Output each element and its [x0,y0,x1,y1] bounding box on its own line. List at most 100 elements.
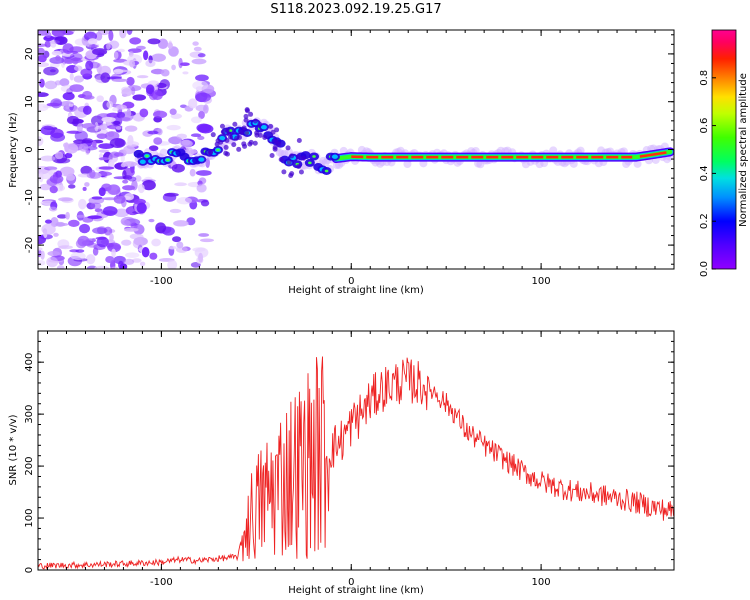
ridge-spread [243,113,249,119]
x-tick-label: 100 [532,276,551,287]
noise-blob [145,59,156,68]
noise-blob [195,74,209,82]
noise-blob [123,145,136,155]
noise-blob [205,157,210,168]
noise-blob [73,139,86,144]
noise-blob [126,108,132,118]
noise-blob [94,265,110,269]
noise-blob [175,246,188,253]
noise-blob [62,30,74,36]
noise-blob [98,187,106,197]
ridge-spread [210,132,216,138]
colorbar [711,29,737,270]
noise-blob [49,174,64,184]
noise-blob [39,78,45,88]
noise-blob [66,115,80,125]
noise-blob [106,42,111,50]
noise-blob [173,220,189,227]
noise-blob [171,64,176,71]
noise-blob [54,80,62,86]
ridge-spread [281,169,287,175]
y-tick-label: 100 [24,508,35,527]
ridge-halo [549,146,558,155]
noise-blob [43,66,59,76]
noise-blob [124,258,135,265]
noise-blob [108,30,114,42]
noise-blob [127,176,137,182]
noise-blob [178,57,183,69]
noise-blob [96,133,108,139]
x-tick-label: 0 [348,577,354,588]
ridge-spread [219,123,225,129]
ridge-spread [257,121,263,127]
noise-blob [199,238,214,243]
noise-blob [172,236,182,243]
noise-blob [92,227,108,234]
ridge-halo [159,148,168,157]
noise-blob [191,58,207,65]
noise-blob [38,92,49,98]
noise-blob [55,36,65,45]
noise-blob [129,233,144,240]
ridge-spread [296,163,302,169]
noise-blob [96,95,104,103]
noise-blob [53,232,59,237]
ridge-blob-core [139,159,146,165]
noise-blob [169,108,177,115]
noise-blob [193,46,202,52]
noise-blob [70,252,86,261]
ridge-spread [224,151,230,157]
ridge-blob-core [198,157,205,162]
noise-blob [190,133,202,138]
ridge-spread [252,118,258,124]
noise-blob [200,199,210,207]
y-tick-label: -10 [24,189,35,205]
noise-blob [196,183,207,193]
noise-blob [39,183,52,191]
noise-blob [100,72,111,83]
noise-blob [195,170,212,176]
noise-blob [131,179,138,191]
noise-blob [147,38,161,45]
ridge-blob-peak [324,169,329,173]
noise-blob [65,211,70,220]
noise-blob [113,58,128,63]
noise-blob [168,46,179,57]
noise-blob [139,261,146,267]
ridge-halo [633,159,642,168]
noise-blob [54,151,64,160]
noise-blob [78,143,89,152]
noise-blob [189,168,196,177]
noise-blob [182,71,189,75]
noise-blob [92,247,99,256]
noise-blob [105,255,115,264]
noise-blob [38,172,44,183]
noise-blob [115,125,122,130]
snr-x-ticks: -100 0 100 [46,331,675,588]
noise-blob [122,161,138,167]
colorbar-tick-label: 0.8 [699,70,710,86]
noise-blob [87,215,102,220]
spectrogram-y-ticks: -20 -10 0 10 20 [24,34,674,265]
colorbar-tick-label: 0.2 [699,213,710,229]
noise-blob [107,184,121,195]
noise-blob [136,75,149,79]
ridge-spread [234,135,240,141]
noise-blob [64,143,79,154]
x-tick-label: -100 [150,577,173,588]
noise-blob [171,163,185,173]
noise-blob [117,48,125,53]
y-tick-label: 200 [24,457,35,476]
ridge-spread [231,142,237,148]
noise-blob [111,248,116,258]
ridge-spread [289,153,295,159]
noise-blob [113,152,124,157]
ridge-band-core-end [639,151,667,158]
noise-blob [65,102,70,110]
ridge-spread [295,154,301,160]
ridge-spread [232,121,238,127]
ridge-spread [298,169,304,175]
snr-y-ticks: 0 100 200 300 400 [24,330,674,573]
